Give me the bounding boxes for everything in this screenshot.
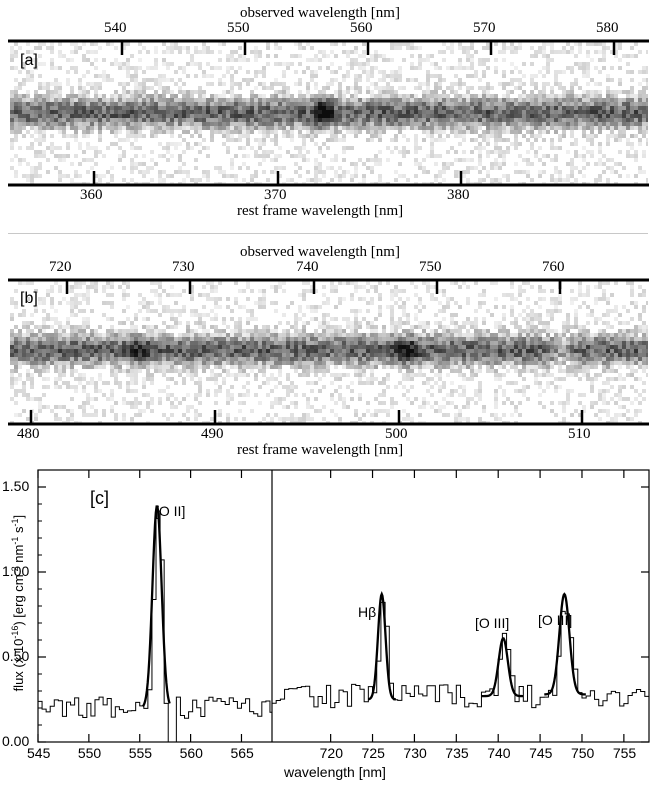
y-tick-label: 0.00 — [2, 733, 30, 749]
bottom-tick-label: 490 — [201, 426, 224, 442]
x-tick-label: 550 — [77, 745, 102, 761]
top-tick-label: 740 — [296, 259, 319, 275]
annotation-oiii-4959: [O III] — [475, 615, 510, 631]
x-tick-label: 755 — [612, 745, 637, 761]
panel-b-top-axis-label: observed wavelength [nm] — [240, 244, 400, 260]
top-tick-label: 750 — [419, 259, 442, 275]
fit-oiii-5007 — [544, 592, 586, 696]
spectrum-left-step — [38, 510, 272, 742]
panel-b-bottom-axis-label: rest frame wavelength [nm] — [237, 442, 404, 458]
fit-oii — [141, 505, 171, 708]
top-tick-label: 550 — [227, 20, 250, 36]
top-tick-label: 730 — [172, 259, 195, 275]
x-tick-label: 545 — [27, 745, 51, 761]
bottom-tick-label: 480 — [17, 426, 40, 442]
annotation-hbeta: Hβ — [358, 604, 377, 620]
panel-divider — [8, 233, 648, 234]
bottom-tick-label: 360 — [80, 187, 103, 203]
x-tick-label: 560 — [179, 745, 203, 761]
panel-b-tag: [b] — [20, 290, 38, 307]
panel-a-bottom-axis-label: rest frame wavelength [nm] — [237, 203, 404, 219]
fit-hbeta — [368, 591, 396, 701]
top-tick-label: 580 — [596, 20, 619, 36]
annotation-oii: [O II] — [155, 503, 186, 519]
x-tick-label: 720 — [319, 745, 343, 761]
x-tick-label: 745 — [529, 745, 553, 761]
x-tick-label: 735 — [445, 745, 469, 761]
panel-c-x-axis-label: wavelength [nm] — [284, 764, 386, 780]
panel-a-tag: [a] — [20, 52, 38, 69]
y-tick-label: 1.00 — [2, 563, 30, 579]
top-tick-label: 760 — [542, 259, 565, 275]
panel-c-tag: [c] — [90, 488, 110, 508]
spectrum-right-step — [272, 601, 649, 709]
x-tick-label: 750 — [570, 745, 595, 761]
x-tick-label: 565 — [230, 745, 254, 761]
top-tick-label: 720 — [49, 259, 72, 275]
top-tick-label: 560 — [350, 20, 373, 36]
panel-a-2d-spectrum — [8, 39, 649, 187]
bottom-tick-label: 370 — [264, 187, 287, 203]
panel-b-2d-spectrum — [8, 278, 649, 426]
top-tick-label: 570 — [473, 20, 496, 36]
annotation-oiii-5007: [O III] — [538, 612, 573, 628]
y-tick-label: 0.50 — [2, 648, 30, 664]
bottom-tick-label: 510 — [568, 426, 591, 442]
bottom-tick-label: 380 — [447, 187, 470, 203]
panel-c-1d-spectrum — [37, 469, 650, 743]
fit-oiii-4959 — [481, 637, 524, 698]
y-tick-label: 1.50 — [2, 478, 30, 494]
panel-a-top-axis-label: observed wavelength [nm] — [240, 5, 400, 21]
top-tick-label: 540 — [104, 20, 127, 36]
x-tick-label: 730 — [403, 745, 427, 761]
x-tick-label: 740 — [487, 745, 511, 761]
x-tick-label: 555 — [128, 745, 153, 761]
panel-c-frame — [37, 469, 650, 743]
x-tick-label: 725 — [361, 745, 385, 761]
bottom-tick-label: 500 — [385, 426, 408, 442]
panel-c-y-axis-label: flux (x 10-16) [erg cm-2 nm-1 s-1] — [9, 514, 27, 692]
